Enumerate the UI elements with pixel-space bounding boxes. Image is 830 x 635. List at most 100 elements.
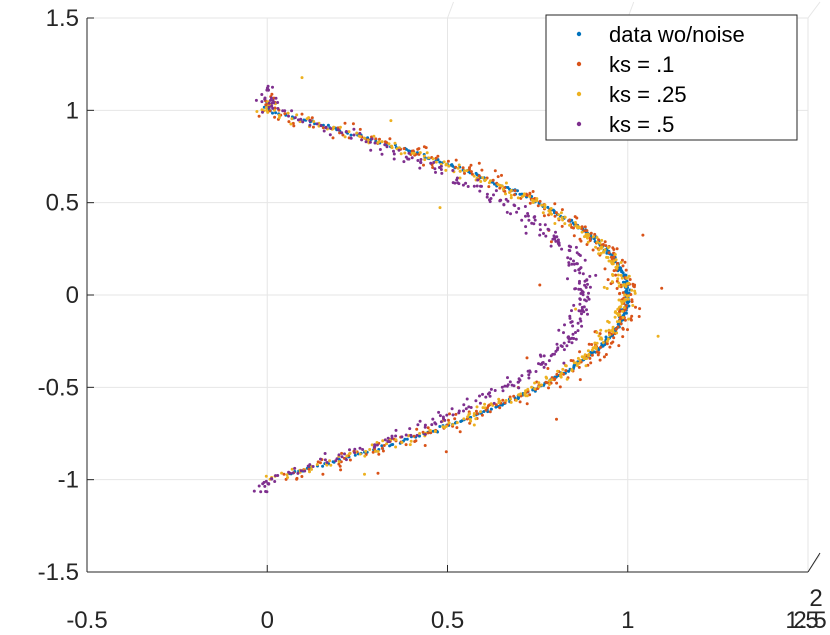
data-point: [347, 130, 351, 134]
data-point: [547, 359, 551, 363]
data-point: [345, 454, 349, 458]
data-point: [339, 468, 343, 472]
data-point: [321, 126, 325, 130]
data-point: [524, 225, 528, 229]
data-point: [604, 329, 608, 333]
data-point: [611, 274, 615, 277]
data-point: [408, 443, 412, 447]
data-point: [325, 461, 329, 464]
data-point: [263, 484, 267, 488]
data-point: [599, 251, 603, 255]
data-point: [585, 278, 589, 282]
data-point: [597, 348, 601, 352]
data-point: [590, 353, 594, 357]
data-point: [285, 473, 289, 477]
data-point: [503, 384, 507, 388]
data-point: [265, 108, 269, 112]
data-point: [290, 467, 294, 471]
data-point: [446, 159, 450, 163]
data-point: [447, 164, 451, 168]
data-point: [629, 318, 633, 322]
data-point: [625, 279, 629, 283]
data-point: [585, 308, 588, 312]
legend-label: ks = .5: [609, 112, 674, 137]
data-point: [544, 362, 548, 366]
data-point: [425, 151, 429, 155]
data-point: [540, 383, 544, 387]
data-point: [376, 450, 380, 453]
data-point: [606, 278, 610, 282]
data-point: [583, 225, 587, 229]
data-point: [472, 423, 476, 427]
data-point: [358, 131, 362, 135]
data-point: [599, 246, 603, 250]
data-point: [578, 297, 582, 301]
data-point: [273, 106, 277, 110]
data-point: [492, 401, 496, 405]
data-point: [383, 438, 387, 442]
data-point: [321, 123, 325, 127]
data-point: [428, 429, 432, 432]
data-point: [565, 344, 569, 348]
data-point: [614, 327, 618, 331]
data-point: [394, 434, 398, 438]
data-point: [547, 228, 551, 232]
data-point: [308, 123, 312, 127]
data-point: [454, 165, 458, 169]
data-point: [381, 449, 385, 453]
data-point: [543, 206, 547, 210]
data-point: [466, 185, 470, 188]
data-point: [257, 484, 261, 488]
data-point: [286, 476, 289, 479]
data-point: [491, 178, 495, 182]
data-point: [485, 192, 489, 196]
data-point: [595, 240, 599, 244]
data-point: [270, 477, 274, 481]
data-point: [299, 117, 303, 121]
corner-tick-label: 2.5: [793, 607, 826, 634]
data-point: [595, 341, 599, 345]
data-point: [588, 285, 592, 289]
data-point: [257, 114, 261, 118]
data-point: [627, 317, 631, 321]
data-point: [287, 120, 291, 124]
data-point: [344, 458, 348, 462]
data-point: [469, 163, 473, 167]
data-point: [371, 450, 375, 454]
data-point: [579, 239, 583, 243]
data-point: [421, 430, 425, 434]
data-point: [415, 433, 419, 437]
data-point: [260, 93, 264, 96]
data-point: [259, 490, 263, 494]
data-point: [271, 111, 274, 115]
data-point: [516, 189, 519, 193]
data-point: [509, 397, 512, 401]
data-point: [447, 418, 450, 422]
data-point: [517, 386, 521, 390]
data-point: [426, 431, 430, 435]
data-point: [500, 385, 504, 389]
data-point: [488, 394, 492, 398]
data-point: [504, 399, 508, 402]
data-point: [344, 130, 348, 133]
data-point: [543, 223, 547, 227]
data-point: [561, 367, 565, 371]
data-point: [554, 230, 557, 234]
data-point: [582, 229, 586, 233]
data-point: [509, 188, 513, 192]
data-point: [380, 140, 384, 144]
data-point: [588, 274, 592, 278]
data-point: [597, 334, 601, 338]
data-point: [399, 152, 403, 156]
data-point: [575, 262, 579, 266]
data-point: [528, 195, 532, 198]
data-point: [607, 251, 611, 255]
data-point: [568, 223, 572, 227]
data-point: [455, 176, 459, 180]
data-point: [409, 433, 413, 437]
data-point: [340, 131, 344, 135]
data-point: [380, 152, 384, 156]
data-point: [550, 378, 554, 382]
data-point: [630, 288, 634, 292]
data-point: [296, 471, 300, 475]
